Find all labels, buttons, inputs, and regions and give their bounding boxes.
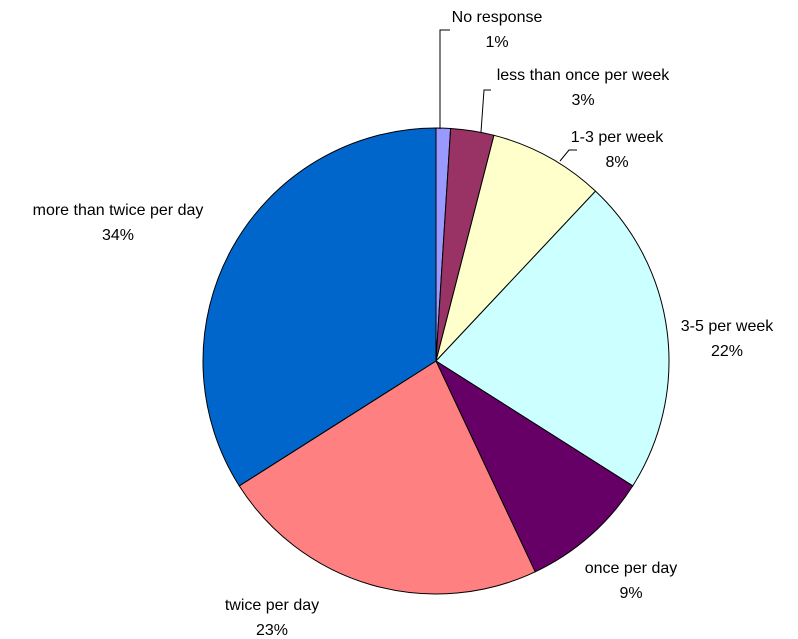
slice-value-label: 23%: [256, 622, 288, 639]
slice-value-label: 3%: [571, 92, 594, 109]
slice-label: twice per day: [225, 597, 319, 614]
slice-label: once per day: [585, 560, 678, 577]
pie-slice: [435, 190, 670, 487]
slice-label: 3-5 per week: [681, 318, 774, 335]
slice-value-label: 1%: [485, 34, 508, 51]
slice-value-label: 8%: [605, 154, 628, 171]
slice-label: more than twice per day: [33, 202, 204, 219]
pie-slice: [202, 127, 437, 487]
pie: [202, 127, 670, 595]
leader-line: [480, 89, 491, 133]
slice-value-label: 22%: [711, 343, 743, 360]
slice-value-label: 9%: [619, 585, 642, 602]
labels: No response 1% less than once per week 3% 1-…: [33, 9, 775, 639]
leader-line: [439, 29, 450, 129]
slice-value-label: 34%: [102, 227, 134, 244]
pie-slice: [238, 360, 536, 595]
slice-label: No response: [452, 9, 543, 26]
pie-slice: [435, 134, 597, 362]
slice-label: 1-3 per week: [571, 129, 664, 146]
slice-label: less than once per week: [497, 67, 671, 84]
leader-line: [559, 149, 577, 162]
pie-slice: [434, 359, 634, 573]
